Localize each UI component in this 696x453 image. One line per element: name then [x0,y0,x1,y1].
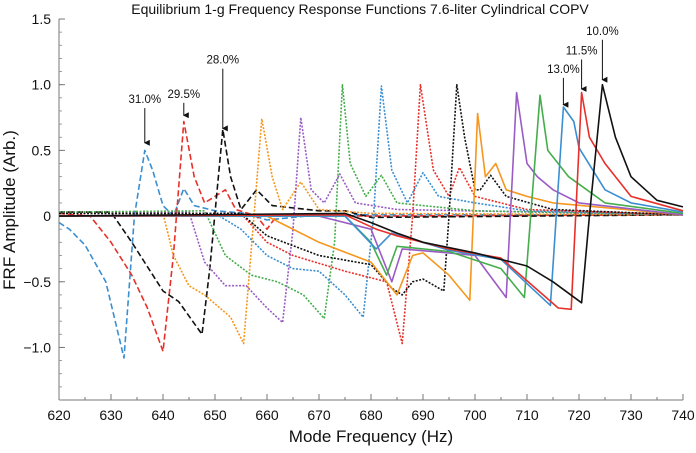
x-tick-label: 670 [307,407,331,423]
y-tick-label: 0.5 [32,142,52,158]
x-tick-label: 650 [203,407,227,423]
x-tick-label: 630 [99,407,123,423]
y-tick-label: −0.5 [23,274,51,290]
x-tick-label: 710 [515,407,539,423]
y-tick-label: −1.0 [23,339,51,355]
y-tick-label: 1.0 [32,77,52,93]
frf-series-line-13 [59,106,684,307]
annotations: 31.0% 29.5% 28.0% 13.0% 11.5% 10.0% [128,26,619,146]
annotation-label: 11.5% [566,45,598,57]
frf-series-line-15 [58,83,684,304]
axes: 1.5 1.0 0.5 0 −0.5 −1.0 620 630 640 650 660 670 680 6… [23,11,695,423]
frf-series-line-7 [59,85,684,318]
series-group [58,83,684,359]
chart-title: Equilibrium 1-g Frequency Response Funct… [131,1,589,17]
x-tick-label: 620 [47,407,71,423]
x-tick-label: 680 [359,407,383,423]
annotation-label: 13.0% [547,64,580,76]
frf-series-line-6 [58,83,684,320]
frf-series-line-2 [58,120,684,353]
x-tick-label: 720 [567,407,591,423]
frf-series-line-4 [58,118,684,345]
frf-series-line-11 [59,91,684,299]
x-tick-label: 690 [411,407,435,423]
frf-series-line-5 [59,116,684,324]
x-tick-label: 730 [619,407,643,423]
y-axis-label: FRF Amplitude (Arb.) [0,130,19,290]
annotation-label: 10.0% [586,26,619,38]
x-tick-label: 740 [671,407,695,423]
y-tick-label: 0 [43,208,51,224]
annotation-label: 28.0% [206,55,239,67]
x-axis-label: Mode Frequency (Hz) [289,427,453,446]
x-tick-label: 660 [255,407,279,423]
x-tick-label: 700 [463,407,487,423]
annotation-label: 29.5% [167,89,200,101]
frf-series-line-1 [58,149,683,359]
x-tick-label: 640 [151,407,175,423]
frf-series-line-9 [59,83,684,296]
frf-series-line-10 [59,112,684,301]
frf-series-line-3 [59,128,684,336]
frf-series-line-14 [58,91,684,311]
frf-series-line-12 [59,94,684,299]
annotation-label: 31.0% [128,94,161,106]
y-tick-label: 1.5 [32,11,52,27]
